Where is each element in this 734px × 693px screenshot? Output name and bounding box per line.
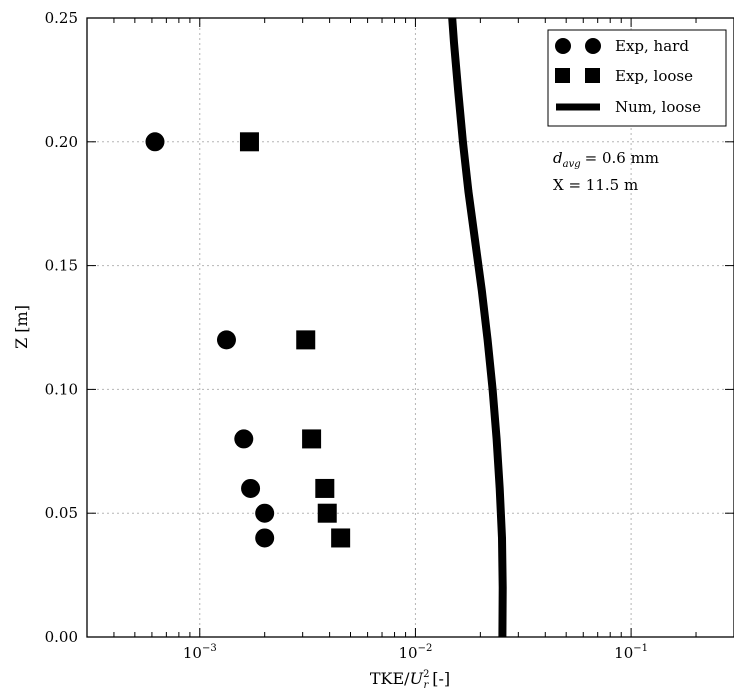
legend-label-exp-loose: Exp, loose (615, 67, 693, 85)
data-point-exp-hard (255, 503, 275, 523)
data-point-exp-hard (255, 528, 275, 548)
legend: Exp, hard Exp, loose Num, loose (547, 29, 727, 127)
series-line-num-loose (448, 17, 507, 638)
y-tick-label: 0.20 (45, 133, 78, 151)
legend-marker-exp-loose (585, 68, 600, 83)
data-point-exp-loose (317, 503, 337, 523)
plot-series (145, 17, 507, 638)
legend-label-exp-hard: Exp, hard (615, 37, 689, 55)
data-point-exp-hard (145, 132, 165, 152)
data-point-exp-loose (302, 429, 322, 449)
axis-ticks: 10−3 10−2 10−1 0.00 0.05 0.10 0.15 0.20 0.25 (45, 9, 734, 662)
data-point-exp-loose (239, 132, 259, 152)
y-axis-label: Z [m] (12, 305, 31, 349)
annotation-position: X = 11.5 m (553, 176, 638, 194)
x-tick-label: 10−3 (183, 643, 217, 662)
y-tick-label: 0.10 (45, 380, 78, 398)
data-point-exp-loose (296, 330, 316, 350)
x-axis-label: TKE/U2 r [-] (370, 669, 450, 691)
data-point-exp-loose (331, 528, 351, 548)
legend-marker-exp-loose (555, 68, 570, 83)
data-point-exp-hard (234, 429, 254, 449)
y-tick-label: 0.05 (45, 504, 78, 522)
data-point-exp-hard (241, 478, 261, 498)
legend-marker-exp-hard (585, 38, 601, 54)
plot-frame (86, 17, 734, 638)
annotation-grain-size: davg = 0.6 mm (553, 149, 659, 170)
y-tick-label: 0.25 (45, 9, 78, 27)
data-point-exp-loose (315, 478, 335, 498)
grid-lines (87, 18, 734, 637)
y-tick-label: 0.00 (45, 628, 78, 646)
x-tick-label: 10−2 (399, 643, 433, 662)
y-tick-label: 0.15 (45, 257, 78, 275)
data-point-exp-hard (216, 330, 236, 350)
legend-marker-exp-hard (555, 38, 571, 54)
legend-label-num-loose: Num, loose (615, 98, 701, 116)
x-tick-label: 10−1 (614, 643, 648, 662)
